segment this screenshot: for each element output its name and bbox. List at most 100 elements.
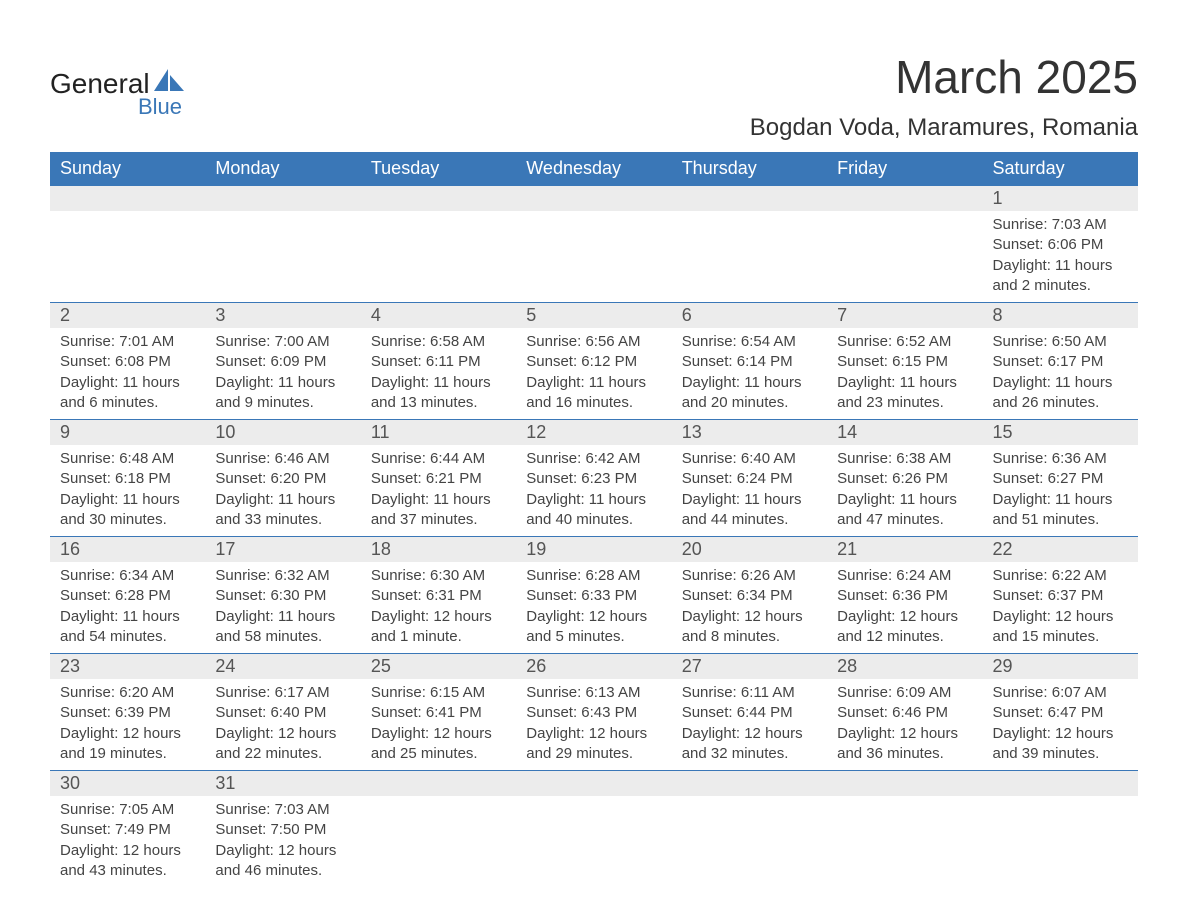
day-number: [516, 771, 671, 796]
day-sunrise: Sunrise: 6:52 AM: [837, 332, 972, 352]
day-dl2: and 58 minutes.: [215, 627, 350, 647]
calendar-cell: 19Sunrise: 6:28 AMSunset: 6:33 PMDayligh…: [516, 537, 671, 654]
day-sunset: Sunset: 6:24 PM: [682, 469, 817, 489]
day-dl1: Daylight: 12 hours: [371, 607, 506, 627]
day-number: 4: [361, 303, 516, 328]
calendar-cell: 15Sunrise: 6:36 AMSunset: 6:27 PMDayligh…: [983, 420, 1138, 537]
day-dl1: Daylight: 12 hours: [837, 724, 972, 744]
day-sunset: Sunset: 6:17 PM: [993, 352, 1128, 372]
day-sunrise: Sunrise: 6:46 AM: [215, 449, 350, 469]
calendar-week-row: 16Sunrise: 6:34 AMSunset: 6:28 PMDayligh…: [50, 537, 1138, 654]
day-details: Sunrise: 6:58 AMSunset: 6:11 PMDaylight:…: [361, 328, 516, 419]
day-dl2: and 46 minutes.: [215, 861, 350, 881]
day-dl2: and 1 minute.: [371, 627, 506, 647]
day-dl1: Daylight: 11 hours: [993, 373, 1128, 393]
calendar-cell: 17Sunrise: 6:32 AMSunset: 6:30 PMDayligh…: [205, 537, 360, 654]
day-number: [672, 186, 827, 211]
day-details: Sunrise: 6:38 AMSunset: 6:26 PMDaylight:…: [827, 445, 982, 536]
calendar-cell: [361, 186, 516, 303]
day-sunrise: Sunrise: 6:48 AM: [60, 449, 195, 469]
day-details: Sunrise: 6:22 AMSunset: 6:37 PMDaylight:…: [983, 562, 1138, 653]
day-sunrise: Sunrise: 6:28 AM: [526, 566, 661, 586]
day-sunset: Sunset: 6:34 PM: [682, 586, 817, 606]
day-dl1: Daylight: 11 hours: [60, 490, 195, 510]
day-sunset: Sunset: 6:09 PM: [215, 352, 350, 372]
day-dl2: and 39 minutes.: [993, 744, 1128, 764]
day-dl2: and 5 minutes.: [526, 627, 661, 647]
day-sunrise: Sunrise: 6:50 AM: [993, 332, 1128, 352]
day-sunrise: Sunrise: 6:26 AM: [682, 566, 817, 586]
day-details: Sunrise: 6:50 AMSunset: 6:17 PMDaylight:…: [983, 328, 1138, 419]
day-dl2: and 32 minutes.: [682, 744, 817, 764]
day-dl2: and 43 minutes.: [60, 861, 195, 881]
day-sunrise: Sunrise: 6:44 AM: [371, 449, 506, 469]
day-dl2: and 30 minutes.: [60, 510, 195, 530]
day-details: [516, 796, 671, 886]
day-sunrise: Sunrise: 6:20 AM: [60, 683, 195, 703]
day-sunset: Sunset: 6:30 PM: [215, 586, 350, 606]
calendar-cell: 14Sunrise: 6:38 AMSunset: 6:26 PMDayligh…: [827, 420, 982, 537]
calendar-cell: 5Sunrise: 6:56 AMSunset: 6:12 PMDaylight…: [516, 303, 671, 420]
calendar-cell: 12Sunrise: 6:42 AMSunset: 6:23 PMDayligh…: [516, 420, 671, 537]
calendar-cell: 26Sunrise: 6:13 AMSunset: 6:43 PMDayligh…: [516, 654, 671, 771]
day-details: Sunrise: 6:30 AMSunset: 6:31 PMDaylight:…: [361, 562, 516, 653]
day-sunrise: Sunrise: 7:01 AM: [60, 332, 195, 352]
day-number: [50, 186, 205, 211]
calendar-cell: 21Sunrise: 6:24 AMSunset: 6:36 PMDayligh…: [827, 537, 982, 654]
day-details: Sunrise: 6:44 AMSunset: 6:21 PMDaylight:…: [361, 445, 516, 536]
day-sunset: Sunset: 6:06 PM: [993, 235, 1128, 255]
day-sunset: Sunset: 6:39 PM: [60, 703, 195, 723]
day-sunrise: Sunrise: 6:56 AM: [526, 332, 661, 352]
day-number: 6: [672, 303, 827, 328]
day-number: 28: [827, 654, 982, 679]
day-number: [361, 186, 516, 211]
day-sunrise: Sunrise: 6:13 AM: [526, 683, 661, 703]
day-sunrise: Sunrise: 6:11 AM: [682, 683, 817, 703]
day-dl1: Daylight: 11 hours: [837, 373, 972, 393]
day-sunset: Sunset: 6:23 PM: [526, 469, 661, 489]
day-dl2: and 25 minutes.: [371, 744, 506, 764]
day-details: [50, 211, 205, 285]
brand-text-top: General: [50, 68, 150, 100]
calendar-cell: [827, 186, 982, 303]
day-dl1: Daylight: 12 hours: [60, 724, 195, 744]
day-number: 23: [50, 654, 205, 679]
day-number: 29: [983, 654, 1138, 679]
day-dl1: Daylight: 11 hours: [371, 373, 506, 393]
calendar-cell: 29Sunrise: 6:07 AMSunset: 6:47 PMDayligh…: [983, 654, 1138, 771]
day-dl2: and 23 minutes.: [837, 393, 972, 413]
day-sunset: Sunset: 6:40 PM: [215, 703, 350, 723]
day-details: [672, 211, 827, 285]
day-details: [205, 211, 360, 285]
day-number: 13: [672, 420, 827, 445]
day-details: Sunrise: 7:03 AMSunset: 7:50 PMDaylight:…: [205, 796, 360, 887]
day-number: 14: [827, 420, 982, 445]
weekday-header: Monday: [205, 152, 360, 186]
day-sunset: Sunset: 6:33 PM: [526, 586, 661, 606]
day-number: 15: [983, 420, 1138, 445]
day-dl1: Daylight: 12 hours: [682, 724, 817, 744]
day-number: 24: [205, 654, 360, 679]
day-details: Sunrise: 6:52 AMSunset: 6:15 PMDaylight:…: [827, 328, 982, 419]
day-details: Sunrise: 6:07 AMSunset: 6:47 PMDaylight:…: [983, 679, 1138, 770]
calendar-cell: 16Sunrise: 6:34 AMSunset: 6:28 PMDayligh…: [50, 537, 205, 654]
day-dl2: and 16 minutes.: [526, 393, 661, 413]
day-details: Sunrise: 6:15 AMSunset: 6:41 PMDaylight:…: [361, 679, 516, 770]
day-sunset: Sunset: 6:27 PM: [993, 469, 1128, 489]
day-number: 17: [205, 537, 360, 562]
day-sunrise: Sunrise: 6:30 AM: [371, 566, 506, 586]
day-number: [205, 186, 360, 211]
calendar-cell: 25Sunrise: 6:15 AMSunset: 6:41 PMDayligh…: [361, 654, 516, 771]
day-sunset: Sunset: 6:46 PM: [837, 703, 972, 723]
day-sunset: Sunset: 6:36 PM: [837, 586, 972, 606]
day-details: Sunrise: 6:11 AMSunset: 6:44 PMDaylight:…: [672, 679, 827, 770]
day-number: 1: [983, 186, 1138, 211]
day-number: [827, 771, 982, 796]
day-details: Sunrise: 6:24 AMSunset: 6:36 PMDaylight:…: [827, 562, 982, 653]
day-number: 9: [50, 420, 205, 445]
day-details: Sunrise: 7:05 AMSunset: 7:49 PMDaylight:…: [50, 796, 205, 887]
day-dl1: Daylight: 12 hours: [526, 724, 661, 744]
day-number: 3: [205, 303, 360, 328]
calendar-cell: 24Sunrise: 6:17 AMSunset: 6:40 PMDayligh…: [205, 654, 360, 771]
day-number: 25: [361, 654, 516, 679]
